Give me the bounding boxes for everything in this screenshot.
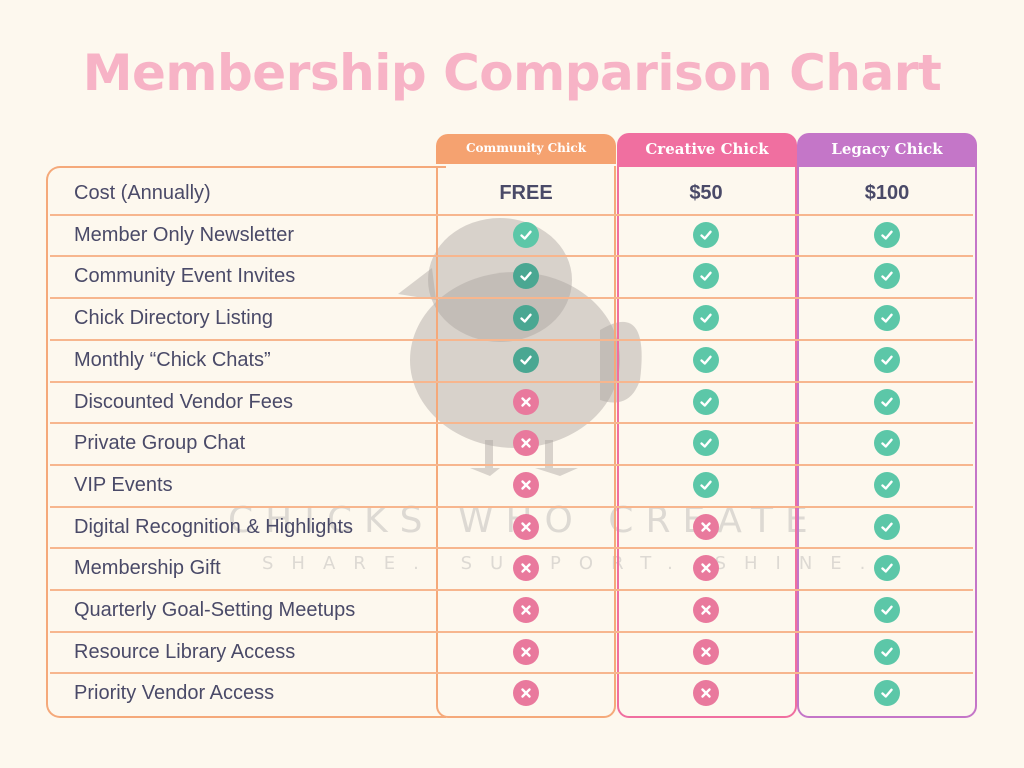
tier-header-legacy: Legacy Chick — [797, 133, 977, 167]
check-icon — [874, 680, 900, 707]
check-icon — [874, 305, 900, 332]
row-label: VIP Events — [74, 473, 173, 496]
check-icon — [693, 430, 719, 457]
row-divider — [50, 505, 973, 508]
check-icon — [693, 221, 719, 248]
check-icon — [513, 346, 539, 373]
check-icon — [693, 305, 719, 332]
tier-column-community — [436, 166, 616, 718]
row-label: Resource Library Access — [74, 640, 296, 663]
cross-icon — [513, 680, 539, 707]
check-icon — [693, 388, 719, 415]
cross-icon — [693, 597, 719, 623]
check-icon — [874, 430, 900, 457]
row-divider — [50, 213, 973, 216]
check-icon — [874, 638, 900, 665]
cross-icon — [513, 638, 539, 665]
row-label: Chick Directory Listing — [74, 307, 273, 330]
cross-icon — [513, 597, 539, 623]
cross-icon — [513, 555, 539, 582]
check-icon — [874, 597, 900, 623]
check-icon — [513, 305, 539, 332]
check-icon — [874, 555, 900, 582]
tier-cost: FREE — [499, 182, 553, 204]
row-divider — [50, 589, 973, 591]
row-divider — [50, 297, 973, 300]
check-icon — [874, 471, 900, 498]
cross-icon — [693, 555, 719, 582]
cross-icon — [513, 471, 539, 498]
row-divider — [50, 255, 973, 258]
page-title: Membership Comparison Chart — [82, 44, 942, 102]
cross-icon — [693, 638, 719, 665]
row-divider — [50, 463, 973, 466]
tier-header-creative: Creative Chick — [617, 133, 797, 167]
row-label: Private Group Chat — [74, 432, 246, 455]
cross-icon — [513, 430, 539, 457]
row-divider — [50, 547, 973, 550]
check-icon — [693, 471, 719, 498]
cross-icon — [513, 513, 539, 540]
row-divider — [50, 630, 973, 633]
check-icon — [513, 263, 539, 290]
row-divider — [50, 422, 973, 425]
row-divider — [50, 380, 973, 383]
check-icon — [513, 221, 539, 248]
check-icon — [693, 346, 719, 373]
row-label: Member Only Newsletter — [74, 223, 295, 246]
cross-icon — [693, 680, 719, 707]
features-panel — [46, 166, 446, 718]
tier-header-community: Community Chick — [436, 134, 616, 164]
row-label: Quarterly Goal-Setting Meetups — [74, 599, 356, 621]
check-icon — [874, 221, 900, 248]
row-label: Monthly “Chick Chats” — [74, 348, 271, 371]
row-label: Discounted Vendor Fees — [74, 390, 294, 413]
check-icon — [874, 263, 900, 290]
check-icon — [874, 388, 900, 415]
tier-cost: $50 — [689, 182, 723, 204]
check-icon — [874, 513, 900, 540]
cross-icon — [513, 388, 539, 415]
check-icon — [874, 346, 900, 373]
row-label: Priority Vendor Access — [74, 682, 275, 705]
check-icon — [693, 263, 719, 290]
cross-icon — [693, 513, 719, 540]
row-divider — [50, 338, 973, 341]
row-label: Membership Gift — [74, 557, 221, 580]
row-label: Digital Recognition & Highlights — [74, 515, 354, 538]
tier-cost: $100 — [864, 182, 910, 204]
tier-column-legacy — [797, 166, 977, 718]
row-label-cost: Cost (Annually) — [74, 182, 211, 204]
row-label: Community Event Invites — [74, 265, 296, 288]
tier-column-creative — [617, 166, 797, 718]
row-divider — [50, 672, 973, 675]
